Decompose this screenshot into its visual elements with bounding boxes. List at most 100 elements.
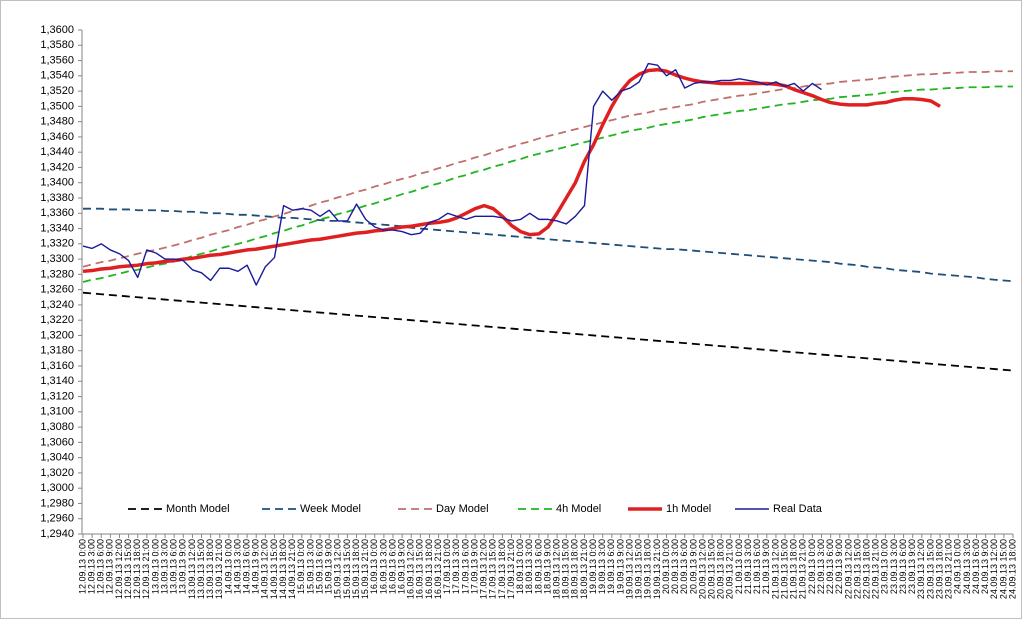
x-tick-label: 23.09.13 15:00: [925, 539, 935, 599]
x-tick-label: 19.09.13 6:00: [606, 539, 616, 594]
x-tick-label: 19.09.13 0:00: [588, 539, 598, 594]
x-tick-label: 18.09.13 12:00: [551, 539, 561, 599]
x-tick-label: 16.09.13 0:00: [369, 539, 379, 594]
x-tick-label: 18.09.13 21:00: [579, 539, 589, 599]
x-tick-label: 18.09.13 18:00: [570, 539, 580, 599]
x-tick-label: 23.09.13 6:00: [898, 539, 908, 594]
x-tick-label: 13.09.13 21:00: [214, 539, 224, 599]
x-tick-label: 24.09.13 3:00: [962, 539, 972, 594]
y-tick-label: 1,3000: [40, 482, 74, 494]
x-tick-label: 14.09.13 12:00: [260, 539, 270, 599]
y-tick-label: 1,3320: [40, 238, 74, 250]
x-tick-label: 18.09.13 3:00: [524, 539, 534, 594]
x-tick-label: 16.09.13 12:00: [406, 539, 416, 599]
x-tick-label: 19.09.13 9:00: [615, 539, 625, 594]
x-tick-label: 19.09.13 21:00: [652, 539, 662, 599]
x-tick-label: 14.09.13 0:00: [223, 539, 233, 594]
y-tick-label: 1,2940: [40, 528, 74, 540]
y-tick-label: 1,3100: [40, 406, 74, 418]
x-tick-label: 21.09.13 15:00: [779, 539, 789, 599]
y-tick-label: 1,3120: [40, 390, 74, 402]
x-tick-label: 22.09.13 9:00: [834, 539, 844, 594]
series-line: [82, 85, 1013, 283]
x-tick-label: 18.09.13 6:00: [533, 539, 543, 594]
y-tick-label: 1,3420: [40, 161, 74, 173]
y-tick-label: 1,3260: [40, 284, 74, 296]
x-tick-label: 20.09.13 6:00: [679, 539, 689, 594]
y-tick-label: 1,2960: [40, 513, 74, 525]
x-tick-label: 13.09.13 6:00: [169, 539, 179, 594]
x-tick-label: 20.09.13 9:00: [688, 539, 698, 594]
x-tick-label: 12.09.13 21:00: [141, 539, 151, 599]
x-tick-label: 13.09.13 9:00: [178, 539, 188, 594]
x-tick-label: 17.09.13 18:00: [497, 539, 507, 599]
x-tick-label: 24.09.13 0:00: [953, 539, 963, 594]
x-tick-label: 21.09.13 3:00: [743, 539, 753, 594]
x-tick-label: 23.09.13 18:00: [934, 539, 944, 599]
x-tick-label: 20.09.13 15:00: [706, 539, 716, 599]
x-tick-label: 21.09.13 18:00: [789, 539, 799, 599]
x-tick-label: 23.09.13 21:00: [944, 539, 954, 599]
x-tick-label: 14.09.13 15:00: [269, 539, 279, 599]
x-tick-label: 12.09.13 6:00: [96, 539, 106, 594]
x-tick-label: 20.09.13 18:00: [716, 539, 726, 599]
x-tick-label: 21.09.13 21:00: [798, 539, 808, 599]
y-tick-label: 1,3400: [40, 177, 74, 189]
x-tick-label: 20.09.13 21:00: [725, 539, 735, 599]
x-tick-label: 13.09.13 3:00: [159, 539, 169, 594]
y-tick-label: 1,3380: [40, 192, 74, 204]
legend-label: Day Model: [436, 503, 489, 515]
legend-label: 4h Model: [556, 503, 601, 515]
x-tick-label: 22.09.13 0:00: [807, 539, 817, 594]
x-tick-label: 18.09.13 9:00: [542, 539, 552, 594]
x-tick-label: 12.09.13 0:00: [77, 539, 87, 594]
x-tick-label: 15.09.13 0:00: [296, 539, 306, 594]
y-tick-label: 1,3580: [40, 39, 74, 51]
x-tick-label: 15.09.13 21:00: [360, 539, 370, 599]
x-tick-label: 21.09.13 6:00: [752, 539, 762, 594]
x-tick-label: 17.09.13 12:00: [479, 539, 489, 599]
x-tick-label: 18.09.13 0:00: [515, 539, 525, 594]
x-tick-label: 20.09.13 3:00: [670, 539, 680, 594]
y-tick-label: 1,3160: [40, 360, 74, 372]
x-tick-label: 24.09.13 9:00: [980, 539, 990, 594]
x-tick-label: 22.09.13 21:00: [871, 539, 881, 599]
x-tick-label: 20.09.13 12:00: [697, 539, 707, 599]
y-tick-label: 1,3280: [40, 268, 74, 280]
x-tick-label: 24.09.13 6:00: [971, 539, 981, 594]
x-tick-label: 16.09.13 21:00: [433, 539, 443, 599]
x-tick-label: 14.09.13 3:00: [232, 539, 242, 594]
x-tick-label: 17.09.13 3:00: [451, 539, 461, 594]
x-tick-label: 20.09.13 0:00: [661, 539, 671, 594]
y-tick-label: 1,3060: [40, 436, 74, 448]
legend-label: Month Model: [166, 503, 230, 515]
x-tick-label: 22.09.13 12:00: [843, 539, 853, 599]
x-tick-label: 13.09.13 0:00: [150, 539, 160, 594]
y-tick-label: 1,3520: [40, 85, 74, 97]
legend-label: Week Model: [300, 503, 361, 515]
legend: Month Model Week Model Day Model 4h Model 1h…: [108, 498, 832, 521]
x-tick-label: 15.09.13 9:00: [324, 539, 334, 594]
y-tick-label: 1,3020: [40, 467, 74, 479]
y-tick-label: 1,3440: [40, 146, 74, 158]
x-tick-label: 24.09.13 15:00: [998, 539, 1008, 599]
y-tick-label: 1,3560: [40, 54, 74, 66]
x-tick-label: 18.09.13 15:00: [561, 539, 571, 599]
series-line: [82, 70, 1013, 268]
x-tick-label: 21.09.13 0:00: [734, 539, 744, 594]
x-tick-label: 14.09.13 6:00: [241, 539, 251, 594]
x-tick-label: 13.09.13 15:00: [196, 539, 206, 599]
x-tick-label: 19.09.13 15:00: [634, 539, 644, 599]
legend-label: 1h Model: [666, 503, 711, 515]
x-tick-label: 14.09.13 9:00: [251, 539, 261, 594]
x-tick-label: 17.09.13 9:00: [469, 539, 479, 594]
y-tick-label: 1,3360: [40, 207, 74, 219]
x-tick-label: 22.09.13 15:00: [852, 539, 862, 599]
y-tick-label: 1,2980: [40, 497, 74, 509]
x-tick-label: 13.09.13 18:00: [205, 539, 215, 599]
x-tick-label: 15.09.13 18:00: [351, 539, 361, 599]
x-tick-label: 17.09.13 21:00: [506, 539, 516, 599]
x-tick-label: 23.09.13 9:00: [907, 539, 917, 594]
x-tick-label: 19.09.13 18:00: [643, 539, 653, 599]
